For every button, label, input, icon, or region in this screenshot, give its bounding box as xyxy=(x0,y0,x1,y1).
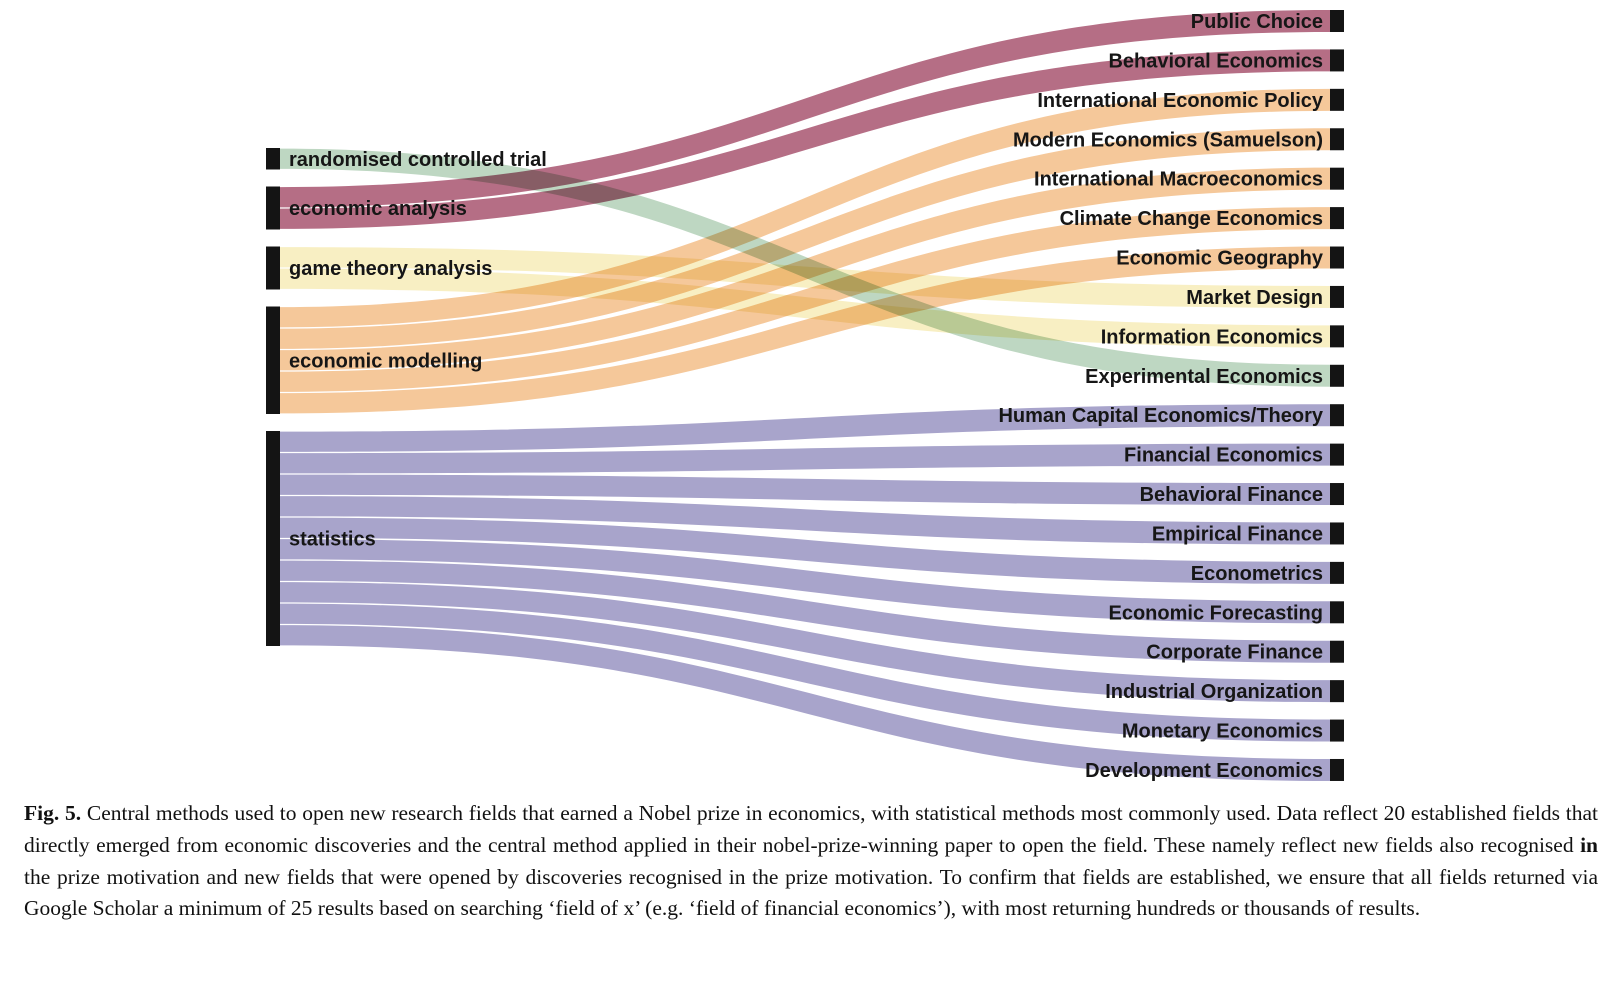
node-label-modern-economics-samuelson: Modern Economics (Samuelson) xyxy=(1013,129,1323,151)
node-label-behavioral-economics: Behavioral Economics xyxy=(1108,50,1323,72)
flow-economic-modelling-to-modern-economics-samuelson xyxy=(280,128,1330,349)
node-corporate-finance xyxy=(1330,640,1344,663)
node-econometrics xyxy=(1330,561,1344,584)
node-economic-forecasting xyxy=(1330,601,1344,624)
node-label-behavioral-finance: Behavioral Finance xyxy=(1140,484,1323,506)
node-game-theory-analysis xyxy=(266,246,280,290)
flow-statistics-to-industrial-organization xyxy=(280,582,1330,703)
flow-economic-modelling-to-international-economic-policy xyxy=(280,88,1330,328)
node-monetary-economics xyxy=(1330,719,1344,742)
node-international-macroeconomics xyxy=(1330,167,1344,190)
flow-statistics-to-monetary-economics xyxy=(280,603,1330,742)
node-label-industrial-organization: Industrial Organization xyxy=(1105,681,1323,703)
node-information-economics xyxy=(1330,325,1344,348)
node-empirical-finance xyxy=(1330,522,1344,545)
node-label-international-macroeconomics: International Macroeconomics xyxy=(1034,169,1323,191)
sankey-links xyxy=(280,10,1330,781)
node-label-econometrics: Econometrics xyxy=(1191,563,1323,585)
node-label-development-economics: Development Economics xyxy=(1085,760,1323,782)
node-economic-modelling xyxy=(266,306,280,414)
node-market-design xyxy=(1330,285,1344,308)
node-label-statistics: statistics xyxy=(289,529,376,551)
flow-economic-analysis-to-public-choice xyxy=(280,10,1330,208)
caption-text-b: the prize motivation and new fields that… xyxy=(24,864,1598,921)
caption-bold-word: in xyxy=(1580,832,1598,857)
sankey-nodes: randomised controlled trial economic anal… xyxy=(266,10,1344,782)
flow-game-theory-analysis-to-information-economics xyxy=(280,268,1330,348)
node-label-market-design: Market Design xyxy=(1186,287,1323,309)
node-economic-analysis xyxy=(266,186,280,230)
node-label-corporate-finance: Corporate Finance xyxy=(1146,642,1323,664)
node-industrial-organization xyxy=(1330,680,1344,703)
node-economic-geography xyxy=(1330,246,1344,269)
node-label-experimental-economics: Experimental Economics xyxy=(1085,366,1323,388)
flow-randomised-controlled-trial-to-experimental-economics xyxy=(280,148,1330,387)
caption-fig-label: Fig. 5. xyxy=(24,801,82,825)
node-development-economics xyxy=(1330,758,1344,781)
node-label-information-economics: Information Economics xyxy=(1101,326,1323,348)
node-modern-economics-samuelson xyxy=(1330,128,1344,151)
caption-text-a: Central methods used to open new researc… xyxy=(24,801,1598,857)
node-label-public-choice: Public Choice xyxy=(1191,11,1323,33)
node-label-financial-economics: Financial Economics xyxy=(1124,445,1323,467)
node-public-choice xyxy=(1330,10,1344,32)
node-behavioral-economics xyxy=(1330,49,1344,72)
flow-statistics-to-human-capital-economics-theory xyxy=(280,404,1330,452)
node-label-economic-modelling: economic modelling xyxy=(289,350,482,372)
flow-statistics-to-economic-forecasting xyxy=(280,539,1330,624)
flow-statistics-to-econometrics xyxy=(280,517,1330,584)
flow-economic-modelling-to-economic-geography xyxy=(280,246,1330,414)
node-international-economic-policy xyxy=(1330,88,1344,111)
node-statistics xyxy=(266,431,280,646)
flow-statistics-to-development-economics xyxy=(280,625,1330,781)
sankey-diagram: randomised controlled trial economic anal… xyxy=(266,10,1344,782)
flow-statistics-to-empirical-finance xyxy=(280,496,1330,545)
node-randomised-controlled-trial xyxy=(266,148,280,170)
node-climate-change-economics xyxy=(1330,207,1344,230)
node-label-international-economic-policy: International Economic Policy xyxy=(1037,90,1323,112)
node-label-economic-analysis: economic analysis xyxy=(289,198,467,220)
node-label-monetary-economics: Monetary Economics xyxy=(1122,721,1323,743)
flow-economic-analysis-to-behavioral-economics xyxy=(280,49,1330,229)
node-financial-economics xyxy=(1330,443,1344,466)
node-human-capital-economics-theory xyxy=(1330,404,1344,427)
figure-caption: Fig. 5. Central methods used to open new… xyxy=(0,792,1624,925)
node-label-economic-forecasting: Economic Forecasting xyxy=(1109,602,1324,624)
node-label-human-capital-economics-theory: Human Capital Economics/Theory xyxy=(998,405,1323,427)
flow-statistics-to-financial-economics xyxy=(280,443,1330,474)
node-label-economic-geography: Economic Geography xyxy=(1116,248,1324,270)
node-label-randomised-controlled-trial: randomised controlled trial xyxy=(289,149,547,171)
flow-statistics-to-corporate-finance xyxy=(280,560,1330,663)
node-label-empirical-finance: Empirical Finance xyxy=(1152,523,1323,545)
flow-statistics-to-behavioral-finance xyxy=(280,474,1330,506)
node-label-game-theory-analysis: game theory analysis xyxy=(289,258,492,280)
node-experimental-economics xyxy=(1330,364,1344,387)
node-behavioral-finance xyxy=(1330,483,1344,506)
node-label-climate-change-economics: Climate Change Economics xyxy=(1060,208,1323,230)
